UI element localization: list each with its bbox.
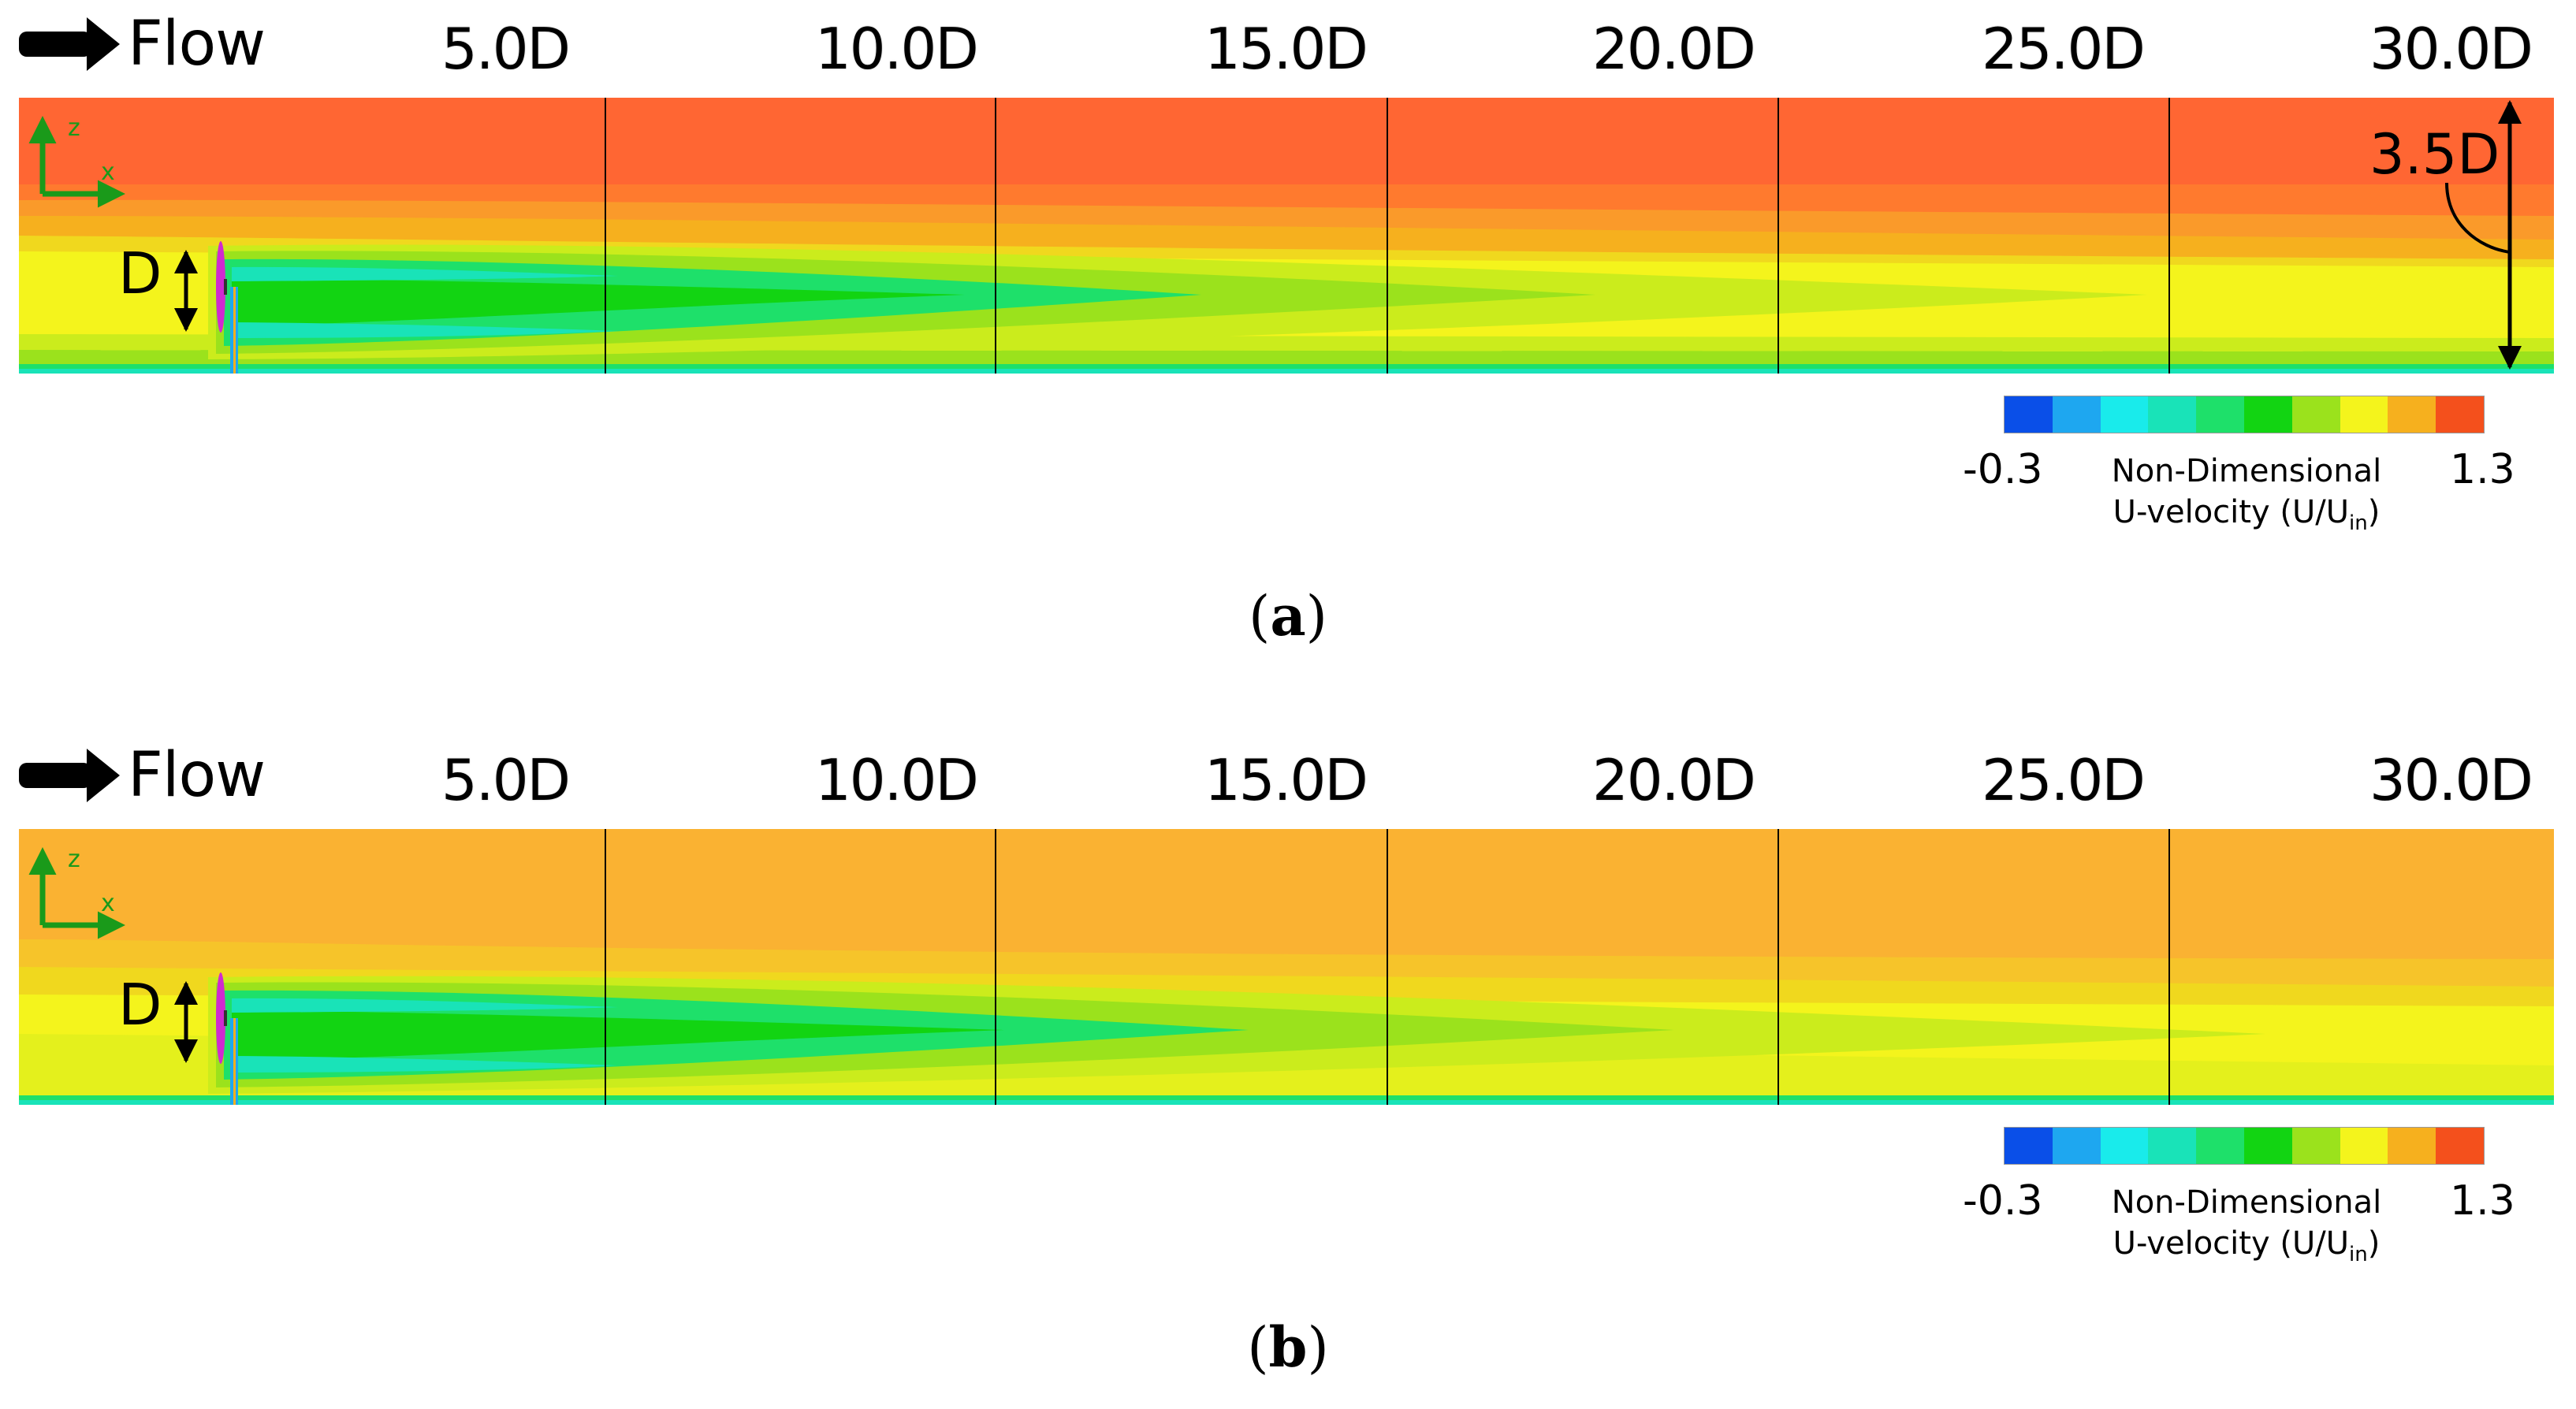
contour-plot: z x D: [19, 829, 2554, 1105]
flow-label: Flow: [128, 9, 266, 80]
tick-label: 10.0D: [815, 747, 979, 813]
colorbar-swatch: [2291, 396, 2340, 433]
colorbar-title: Non-Dimensional U-velocity (U/Uin): [2111, 453, 2382, 535]
panel-caption: (a): [1249, 583, 1327, 649]
axis-z-label: z: [68, 114, 80, 142]
colorbar-swatch: [2148, 396, 2197, 433]
flow-arrow-icon: [19, 17, 120, 71]
tick-label: 5.0D: [441, 747, 571, 813]
colorbar-swatch: [2100, 1128, 2149, 1164]
tick-label: 25.0D: [1982, 16, 2146, 82]
colorbar-swatch: [2291, 1128, 2340, 1164]
velocity-contour-field: z x D 3.5D: [19, 98, 2554, 374]
rotor-disk: [216, 241, 225, 333]
tick-label: 5.0D: [441, 16, 571, 82]
colorbar-swatch: [2196, 1128, 2244, 1164]
panel-caption: (b): [1247, 1314, 1329, 1380]
diameter-label: D: [118, 240, 162, 307]
tick-label: 15.0D: [1204, 747, 1368, 813]
diameter-annotation: D: [118, 972, 198, 1063]
colorbar-max-label: 1.3: [2450, 446, 2515, 493]
panel-a: Flow 5.0D 10.0D 15.0D 20.0D 25.0D 30.0D: [0, 0, 2576, 678]
panel-b: Flow 5.0D 10.0D 15.0D 20.0D 25.0D 30.0D: [0, 731, 2576, 1409]
tick-label: 20.0D: [1592, 16, 1756, 82]
colorbar-swatch: [2436, 396, 2484, 433]
rotor-disk: [216, 972, 225, 1064]
axis-x-label: x: [101, 158, 115, 186]
colorbar-min-label: -0.3: [1963, 1177, 2043, 1225]
domain-height-annotation: 3.5D: [2369, 100, 2522, 370]
contour-plot: z x D 3.5D: [19, 98, 2554, 374]
flow-direction: Flow: [19, 5, 266, 84]
colorbar-swatch: [2388, 1128, 2436, 1164]
tick-label: 20.0D: [1592, 747, 1756, 813]
colorbar-swatch: [2340, 1128, 2388, 1164]
flow-label: Flow: [128, 740, 266, 811]
colorbar-title: Non-Dimensional U-velocity (U/Uin): [2111, 1184, 2382, 1266]
tick-label: 25.0D: [1982, 747, 2146, 813]
colorbar: [2004, 396, 2485, 433]
tick-label: 30.0D: [2369, 16, 2533, 82]
colorbar-swatch: [2148, 1128, 2197, 1164]
flow-arrow-icon: [19, 749, 120, 802]
coordinate-axes-icon: z x: [28, 114, 125, 208]
colorbar-swatch: [2388, 396, 2436, 433]
flow-direction: Flow: [19, 736, 266, 815]
diameter-label: D: [118, 972, 162, 1038]
colorbar-swatch: [2100, 396, 2149, 433]
tick-label: 30.0D: [2369, 747, 2533, 813]
colorbar-swatch: [2340, 396, 2388, 433]
diameter-annotation: D: [118, 240, 198, 332]
tick-label: 10.0D: [815, 16, 979, 82]
velocity-contour-field: z x D: [19, 829, 2554, 1105]
colorbar-swatch: [2436, 1128, 2484, 1164]
colorbar-swatch: [2005, 1128, 2053, 1164]
axis-z-label: z: [68, 846, 80, 873]
colorbar-swatch: [2052, 396, 2101, 433]
colorbar: [2004, 1127, 2485, 1165]
colorbar-swatch: [2243, 396, 2292, 433]
colorbar-max-label: 1.3: [2450, 1177, 2515, 1225]
colorbar-swatch: [2052, 1128, 2101, 1164]
colorbar-swatch: [2005, 396, 2053, 433]
colorbar-swatch: [2196, 396, 2244, 433]
coordinate-axes-icon: z x: [28, 846, 125, 939]
height-label: 3.5D: [2369, 122, 2500, 187]
axis-x-label: x: [101, 890, 115, 917]
colorbar-swatch: [2243, 1128, 2292, 1164]
colorbar-min-label: -0.3: [1963, 446, 2043, 493]
tick-label: 15.0D: [1204, 16, 1368, 82]
